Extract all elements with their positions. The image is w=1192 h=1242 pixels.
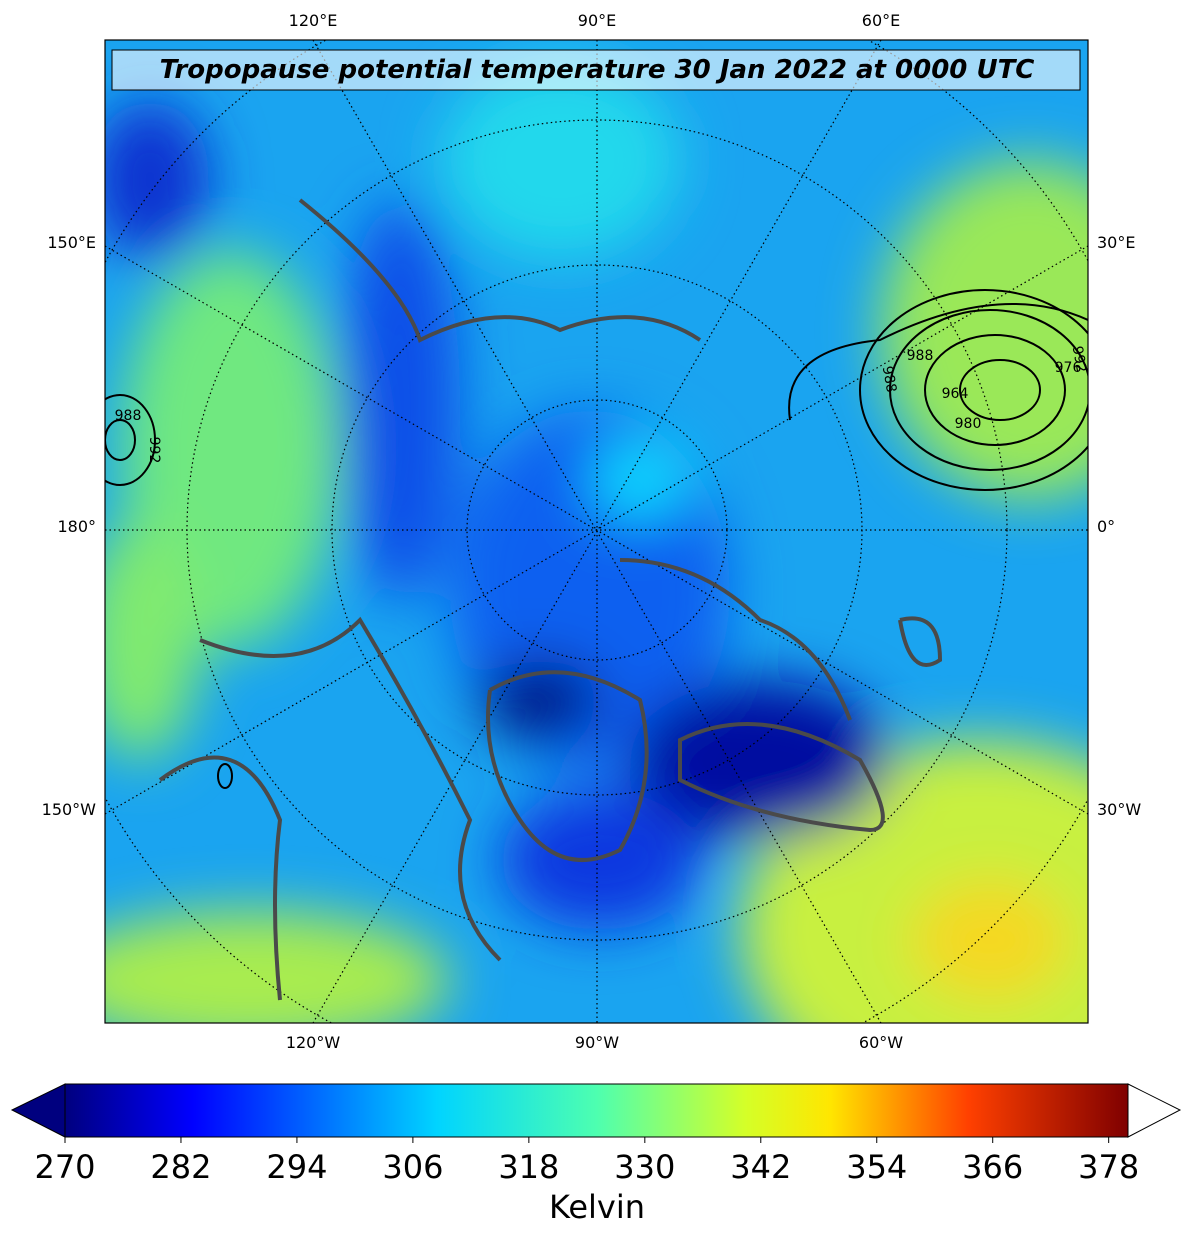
contour-label: 976 (1055, 360, 1082, 376)
contour-label: 988 (115, 408, 142, 424)
colorbar-tick-label: 294 (266, 1148, 327, 1186)
lon-label: 30°W (1097, 800, 1141, 819)
colorbar-tick-label: 354 (846, 1148, 907, 1186)
lon-label: 120°W (286, 1033, 341, 1052)
contour-label: 988 (907, 348, 934, 364)
colorbar-tick-label: 342 (730, 1148, 791, 1186)
colorbar-label: Kelvin (549, 1188, 645, 1226)
lon-label: 90°W (575, 1033, 619, 1052)
lon-label: 30°E (1097, 233, 1135, 252)
lon-label: 120°E (289, 11, 338, 30)
colorbar-tick-label: 306 (382, 1148, 443, 1186)
lon-label: 150°W (42, 800, 97, 819)
colorbar-under (10, 1083, 66, 1138)
colorbar: Kelvin 270 282 294 306 318 330 342 354 366 378 (10, 1083, 1182, 1226)
coastlines (158, 198, 943, 1001)
colorbar-over (1127, 1083, 1182, 1138)
pressure-contours (105, 289, 1088, 789)
colorbar-tick-label: 270 (34, 1148, 95, 1186)
title-box (111, 49, 1081, 91)
contour-label: 992 (146, 437, 162, 464)
contour-label: 980 (955, 416, 982, 432)
colorbar-tick-label: 330 (614, 1148, 675, 1186)
lon-label: 60°W (859, 1033, 903, 1052)
axis-labels: 120°E 120°W 90°E 90°W 60°E 60°W 150°E 30°E 180° 0… (42, 11, 1142, 1052)
contour-label: 988 (879, 365, 899, 394)
title: Tropopause potential temperature 30 Jan … (160, 55, 1035, 85)
lon-label: 180° (57, 517, 96, 536)
colorbar-tick-label: 366 (962, 1148, 1023, 1186)
lon-label: 90°E (578, 11, 616, 30)
contour-label: 992 (1069, 345, 1089, 374)
colorbar-tick-label: 318 (498, 1148, 559, 1186)
lon-label: 60°E (862, 11, 900, 30)
colorbar-tick-label: 378 (1078, 1148, 1139, 1186)
contour-label: 964 (942, 386, 969, 402)
map-frame (104, 39, 1089, 1024)
colorbar-tick-label: 282 (150, 1148, 211, 1186)
colorbar-bar (64, 1083, 1129, 1138)
lon-label: 0° (1097, 517, 1115, 536)
lon-label: 150°E (47, 233, 96, 252)
